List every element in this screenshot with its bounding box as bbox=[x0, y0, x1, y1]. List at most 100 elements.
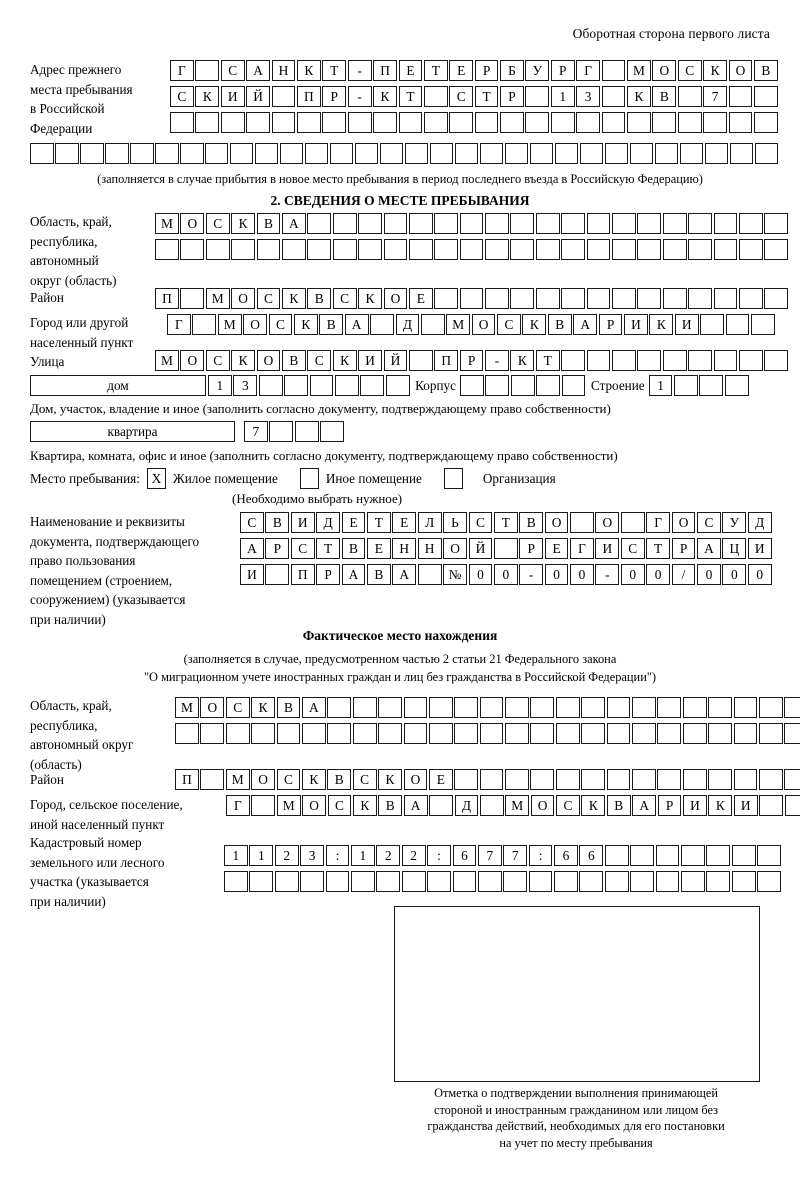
char-cell[interactable]: С bbox=[556, 795, 580, 816]
char-cell[interactable] bbox=[251, 723, 275, 744]
char-cell[interactable] bbox=[657, 769, 682, 790]
char-cell[interactable] bbox=[620, 512, 645, 533]
char-cell[interactable]: В bbox=[256, 213, 281, 234]
char-cell[interactable] bbox=[79, 143, 104, 164]
char-cell[interactable] bbox=[630, 845, 655, 866]
char-cell[interactable] bbox=[254, 143, 279, 164]
char-cell[interactable] bbox=[334, 375, 359, 396]
char-cell[interactable]: Т bbox=[322, 60, 347, 81]
char-cell[interactable] bbox=[728, 86, 753, 107]
char-cell[interactable] bbox=[204, 143, 229, 164]
char-cell[interactable] bbox=[637, 213, 662, 234]
char-cell[interactable]: - bbox=[347, 86, 372, 107]
char-cell[interactable] bbox=[459, 239, 484, 260]
char-cell[interactable]: К bbox=[378, 769, 402, 790]
char-cell[interactable]: К bbox=[522, 314, 547, 335]
char-cell[interactable]: Г bbox=[570, 538, 594, 559]
char-cell[interactable]: 0 bbox=[468, 564, 493, 585]
char-cell[interactable] bbox=[632, 697, 656, 718]
char-cell[interactable]: А bbox=[392, 564, 417, 585]
char-cell[interactable] bbox=[320, 421, 344, 442]
char-cell[interactable]: - bbox=[485, 350, 509, 371]
char-cell[interactable] bbox=[677, 86, 702, 107]
char-cell[interactable]: А bbox=[403, 795, 428, 816]
char-cell[interactable]: М bbox=[217, 314, 242, 335]
char-cell[interactable]: А bbox=[240, 538, 264, 559]
char-cell[interactable]: И bbox=[358, 350, 382, 371]
char-cell[interactable] bbox=[454, 143, 479, 164]
char-cell[interactable]: - bbox=[595, 564, 620, 585]
char-cell[interactable] bbox=[276, 723, 301, 744]
char-cell[interactable]: О bbox=[231, 288, 255, 309]
char-cell[interactable]: А bbox=[281, 213, 306, 234]
char-cell[interactable] bbox=[352, 723, 377, 744]
char-cell[interactable] bbox=[307, 213, 332, 234]
char-cell[interactable] bbox=[604, 143, 629, 164]
char-cell[interactable] bbox=[601, 112, 626, 133]
char-cell[interactable] bbox=[332, 213, 357, 234]
char-cell[interactable] bbox=[655, 871, 680, 892]
char-cell[interactable]: 2 bbox=[401, 845, 426, 866]
char-cell[interactable]: К bbox=[195, 86, 220, 107]
char-cell[interactable]: В bbox=[341, 538, 366, 559]
char-cell[interactable] bbox=[485, 375, 510, 396]
char-cell[interactable] bbox=[662, 350, 687, 371]
char-cell[interactable]: С bbox=[468, 512, 493, 533]
char-cell[interactable]: 1 bbox=[350, 845, 375, 866]
char-cell[interactable]: Д bbox=[747, 512, 772, 533]
char-cell[interactable] bbox=[586, 239, 611, 260]
char-cell[interactable] bbox=[708, 769, 732, 790]
char-cell[interactable] bbox=[754, 143, 779, 164]
char-cell[interactable] bbox=[586, 288, 611, 309]
char-cell[interactable] bbox=[535, 213, 560, 234]
char-cell[interactable] bbox=[733, 697, 758, 718]
char-cell[interactable] bbox=[554, 871, 578, 892]
char-cell[interactable]: Г bbox=[646, 512, 671, 533]
char-cell[interactable]: 6 bbox=[452, 845, 477, 866]
char-cell[interactable]: 0 bbox=[493, 564, 518, 585]
char-cell[interactable] bbox=[370, 314, 394, 335]
char-cell[interactable] bbox=[347, 112, 372, 133]
char-cell[interactable] bbox=[30, 143, 54, 164]
char-cell[interactable] bbox=[632, 769, 656, 790]
char-cell[interactable]: В bbox=[378, 795, 403, 816]
char-cell[interactable] bbox=[294, 421, 319, 442]
char-cell[interactable] bbox=[550, 112, 575, 133]
char-cell[interactable] bbox=[530, 697, 555, 718]
char-cell[interactable] bbox=[479, 723, 504, 744]
char-cell[interactable] bbox=[281, 239, 306, 260]
char-cell[interactable]: 0 bbox=[646, 564, 671, 585]
char-cell[interactable] bbox=[459, 288, 484, 309]
char-cell[interactable] bbox=[403, 697, 428, 718]
char-cell[interactable]: С bbox=[352, 769, 377, 790]
char-cell[interactable]: П bbox=[290, 564, 315, 585]
char-cell[interactable] bbox=[408, 213, 433, 234]
char-cell[interactable]: О bbox=[302, 795, 326, 816]
char-cell[interactable] bbox=[479, 795, 504, 816]
char-cell[interactable] bbox=[612, 350, 636, 371]
char-cell[interactable] bbox=[576, 112, 601, 133]
char-cell[interactable]: К bbox=[293, 314, 318, 335]
char-cell[interactable] bbox=[332, 239, 357, 260]
char-cell[interactable] bbox=[454, 697, 479, 718]
char-cell[interactable]: Г bbox=[576, 60, 601, 81]
char-cell[interactable]: : bbox=[528, 845, 553, 866]
char-cell[interactable]: 1 bbox=[648, 375, 673, 396]
char-cell[interactable] bbox=[784, 697, 800, 718]
char-cell[interactable]: 7 bbox=[477, 845, 502, 866]
char-cell[interactable] bbox=[279, 143, 304, 164]
char-cell[interactable]: В bbox=[265, 512, 290, 533]
char-cell[interactable]: К bbox=[251, 697, 275, 718]
char-cell[interactable]: 0 bbox=[570, 564, 594, 585]
char-cell[interactable]: 3 bbox=[576, 86, 601, 107]
char-cell[interactable]: К bbox=[581, 795, 606, 816]
document-row-3[interactable]: И П Р А В А № 0 0-0 0-0 0/0 0 0 bbox=[240, 564, 773, 585]
char-cell[interactable] bbox=[378, 723, 402, 744]
char-cell[interactable] bbox=[271, 112, 296, 133]
char-cell[interactable] bbox=[655, 845, 680, 866]
